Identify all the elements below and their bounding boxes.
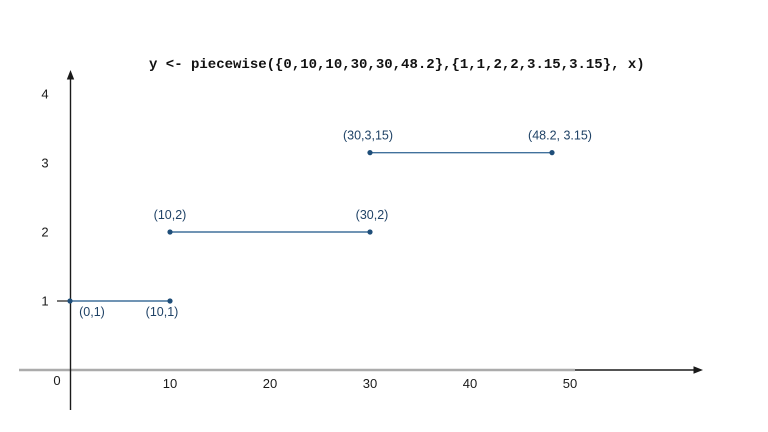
- x-tick-label: 20: [263, 376, 277, 391]
- point-label: (30,3,15): [343, 129, 393, 143]
- data-point: [67, 298, 73, 304]
- point-label: (10,2): [154, 208, 187, 222]
- plot-title: y <- piecewise({0,10,10,30,30,48.2},{1,1…: [149, 57, 645, 73]
- data-point: [367, 150, 373, 156]
- point-label: (30,2): [356, 208, 389, 222]
- data-point: [367, 229, 373, 235]
- x-tick-label: 40: [463, 376, 477, 391]
- y-tick-label: 4: [41, 87, 48, 102]
- y-tick-label: 1: [41, 294, 48, 309]
- point-label: (10,1): [146, 305, 179, 319]
- point-label: (48.2, 3.15): [528, 129, 592, 143]
- x-axis-arrow-icon: [693, 366, 703, 374]
- x-tick-label: 10: [163, 376, 177, 391]
- data-point: [167, 298, 173, 304]
- x-tick-label: 50: [563, 376, 577, 391]
- data-point: [549, 150, 555, 156]
- origin-tick-label: 0: [53, 373, 60, 388]
- x-tick-label: 30: [363, 376, 377, 391]
- y-tick-label: 3: [41, 156, 48, 171]
- y-tick-label: 2: [41, 225, 48, 240]
- y-axis-arrow-icon: [66, 70, 75, 80]
- data-point: [167, 229, 173, 235]
- point-label: (0,1): [79, 305, 105, 319]
